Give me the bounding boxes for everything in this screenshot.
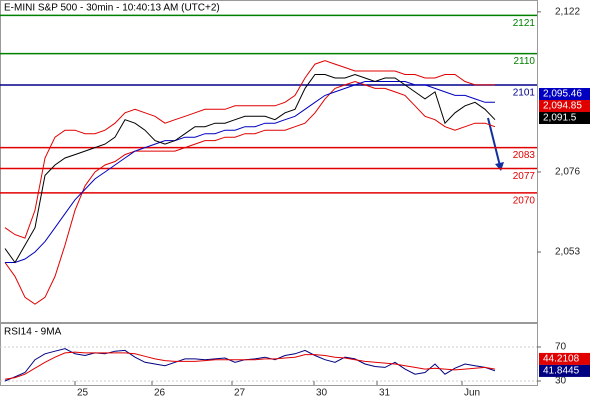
x-tick-label: 25 — [77, 388, 89, 399]
y-tick-label: 2,122 — [555, 6, 580, 17]
series-line — [5, 81, 495, 263]
price-tag-label: 44.2108 — [543, 354, 580, 365]
y-tick-label: 2,053 — [555, 247, 580, 258]
y-tick-label: 70 — [555, 342, 567, 353]
price-tag-label: 2,095.46 — [543, 89, 582, 100]
price-tag-label: 2,094.85 — [543, 101, 582, 112]
x-tick-label: 31 — [379, 388, 391, 399]
arrow-head — [495, 162, 504, 171]
price-tag — [539, 352, 590, 365]
price-tag — [539, 100, 590, 113]
level-label: 2121 — [513, 18, 536, 29]
x-tick-label: Jun — [464, 388, 480, 399]
price-tag — [539, 364, 590, 377]
y-tick-label: 30 — [555, 376, 567, 387]
series-line — [4, 351, 496, 380]
price-tag-label: 2,091.5 — [543, 113, 577, 124]
level-label: 2070 — [513, 195, 536, 206]
series-line — [4, 348, 496, 382]
rsi-title: RSI14 - 9MA — [4, 327, 62, 338]
price-tag-label: 41.8445 — [543, 366, 580, 377]
y-tick-label: 2,076 — [555, 167, 580, 178]
level-label: 2083 — [513, 150, 536, 161]
level-label: 2101 — [513, 88, 536, 99]
series-line — [4, 80, 496, 305]
x-tick-label: 26 — [154, 388, 166, 399]
rsi-frame — [0, 323, 538, 386]
series-line — [4, 73, 496, 264]
level-label: 2077 — [513, 171, 536, 182]
x-tick-label: 27 — [234, 388, 246, 399]
price-tag — [539, 112, 590, 125]
main-frame — [0, 0, 538, 323]
price-tag — [539, 88, 590, 101]
level-label: 2110 — [513, 56, 535, 67]
chart-title: E-MINI S&P 500 - 30min - 10:40:13 AM (UT… — [4, 3, 220, 14]
series-line — [4, 60, 495, 239]
trend-arrow — [487, 117, 501, 167]
x-tick-label: 30 — [316, 388, 328, 399]
